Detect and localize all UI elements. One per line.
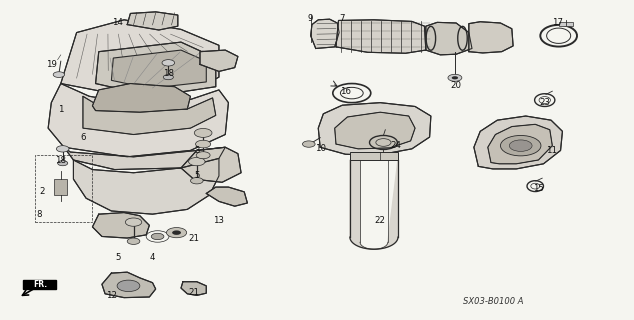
- Text: 10: 10: [314, 144, 326, 153]
- Circle shape: [172, 230, 181, 235]
- Text: 24: 24: [391, 141, 401, 150]
- Text: FR.: FR.: [33, 280, 47, 289]
- Polygon shape: [181, 282, 206, 295]
- Polygon shape: [426, 22, 472, 55]
- Text: 13: 13: [214, 216, 224, 225]
- Text: 17: 17: [552, 19, 563, 28]
- Polygon shape: [83, 96, 216, 134]
- Polygon shape: [61, 20, 219, 96]
- Bar: [559, 22, 573, 26]
- Bar: [55, 179, 67, 195]
- Text: SX03-B0100 A: SX03-B0100 A: [462, 297, 523, 306]
- Polygon shape: [48, 84, 228, 157]
- Text: 5: 5: [194, 172, 200, 180]
- Circle shape: [500, 135, 541, 156]
- Text: 18: 18: [55, 156, 67, 164]
- Polygon shape: [181, 147, 241, 182]
- Text: 22: 22: [375, 216, 385, 225]
- FancyBboxPatch shape: [23, 280, 56, 289]
- Polygon shape: [488, 124, 552, 164]
- Text: 15: 15: [533, 184, 544, 193]
- Text: 1: 1: [58, 105, 63, 114]
- Circle shape: [196, 152, 210, 159]
- Polygon shape: [335, 112, 415, 149]
- Polygon shape: [102, 272, 156, 298]
- Circle shape: [190, 178, 203, 184]
- Text: 16: 16: [340, 87, 351, 96]
- Circle shape: [53, 72, 65, 77]
- Text: 7: 7: [340, 14, 345, 23]
- Text: 4: 4: [150, 253, 155, 262]
- Circle shape: [188, 157, 205, 166]
- Circle shape: [152, 233, 164, 240]
- Circle shape: [167, 228, 186, 238]
- Text: 5: 5: [115, 253, 120, 262]
- Text: 8: 8: [36, 210, 41, 219]
- Circle shape: [56, 146, 69, 152]
- Circle shape: [127, 238, 140, 244]
- Polygon shape: [127, 12, 178, 30]
- Circle shape: [164, 75, 173, 80]
- Text: 11: 11: [546, 146, 557, 155]
- Circle shape: [162, 60, 174, 66]
- Polygon shape: [318, 103, 431, 155]
- Text: 21: 21: [188, 234, 199, 243]
- Polygon shape: [200, 50, 238, 71]
- Polygon shape: [206, 187, 247, 206]
- Circle shape: [452, 76, 458, 79]
- Circle shape: [448, 74, 462, 81]
- Circle shape: [194, 128, 212, 137]
- Polygon shape: [311, 19, 339, 49]
- Text: 19: 19: [46, 60, 56, 69]
- Polygon shape: [93, 84, 190, 112]
- Polygon shape: [64, 147, 225, 170]
- Text: 18: 18: [163, 69, 174, 78]
- Bar: [350, 152, 398, 160]
- Bar: [36, 155, 93, 222]
- Text: 3: 3: [194, 146, 200, 155]
- Circle shape: [302, 141, 315, 147]
- Circle shape: [195, 140, 210, 148]
- Circle shape: [58, 161, 68, 166]
- Polygon shape: [96, 42, 216, 96]
- Text: 12: 12: [106, 291, 117, 300]
- Text: 23: 23: [540, 98, 550, 107]
- Polygon shape: [93, 212, 150, 238]
- Polygon shape: [112, 50, 206, 88]
- Polygon shape: [474, 116, 562, 169]
- Text: 6: 6: [80, 133, 86, 142]
- Circle shape: [117, 280, 140, 292]
- Polygon shape: [469, 22, 513, 53]
- Text: 9: 9: [308, 14, 313, 23]
- Polygon shape: [350, 160, 398, 249]
- Text: 21: 21: [188, 288, 199, 297]
- Circle shape: [126, 218, 142, 226]
- Circle shape: [509, 140, 532, 151]
- Text: 20: 20: [451, 81, 462, 90]
- Text: 2: 2: [39, 188, 44, 196]
- Polygon shape: [336, 20, 426, 53]
- Polygon shape: [74, 158, 219, 214]
- Text: 14: 14: [112, 19, 123, 28]
